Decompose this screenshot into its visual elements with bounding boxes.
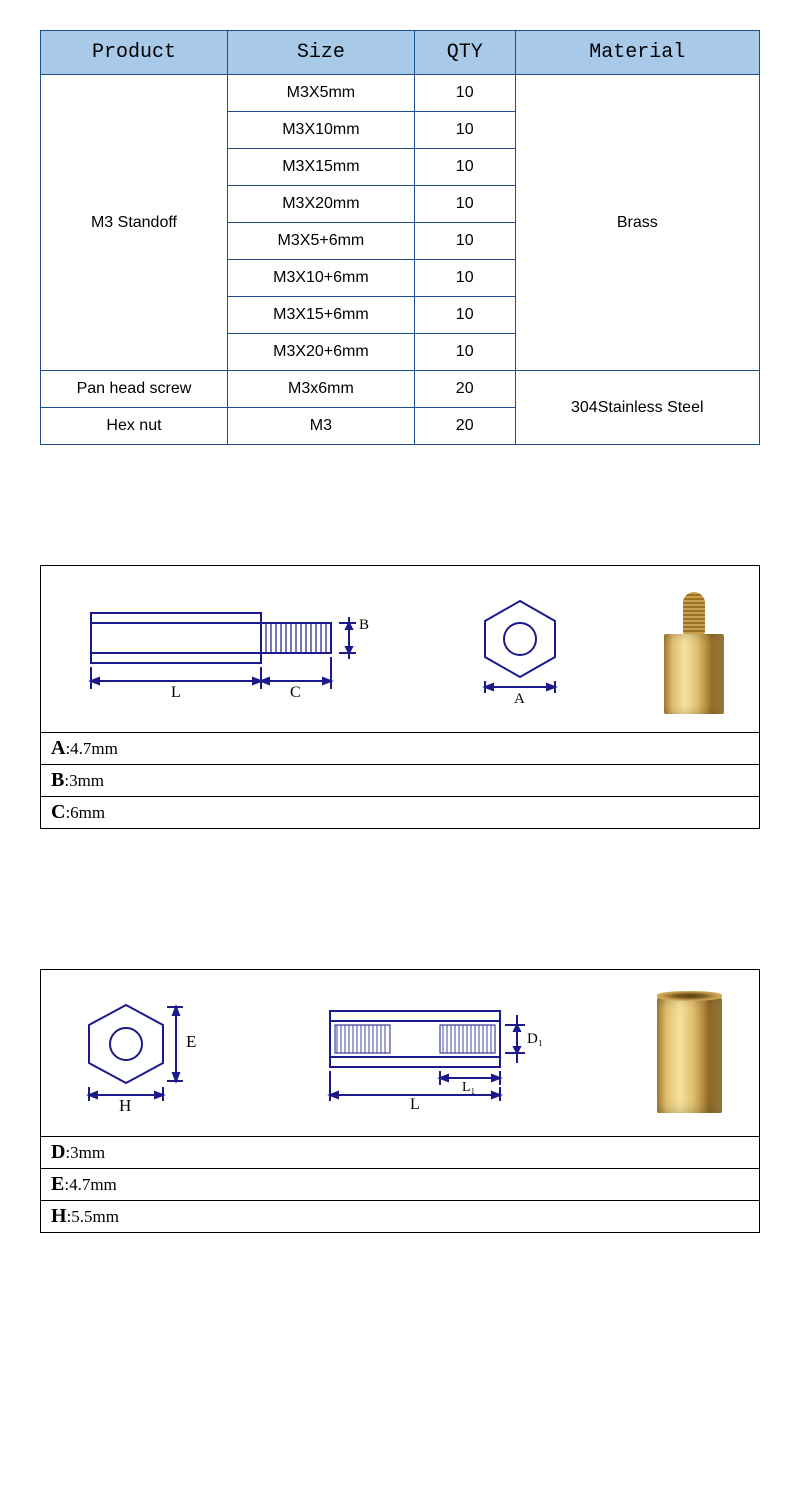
cell-qty: 10 [414,149,515,186]
brass-standoff-photo-icon [649,988,729,1118]
dimension-block-male-female: L C B A A:4.7mm B:3mm C:6m [40,565,760,829]
cell-size: M3X15+6mm [227,297,414,334]
cell-size: M3X10+6mm [227,260,414,297]
table-header-row: Product Size QTY Material [41,31,760,75]
product-spec-table: Product Size QTY Material M3 Standoff M3… [40,30,760,445]
svg-text:H: H [119,1096,131,1113]
dim-value: :3mm [64,771,104,790]
dim-label: B [51,769,64,791]
cell-qty: 10 [414,186,515,223]
svg-text:D₁: D₁ [527,1031,543,1047]
cell-product-screw: Pan head screw [41,371,228,408]
cell-size: M3 [227,408,414,445]
dim-value: :4.7mm [65,739,117,758]
cell-qty: 20 [414,371,515,408]
table-row: Pan head screw M3x6mm 20 304Stainless St… [41,371,760,408]
dim-value: :4.7mm [64,1175,116,1194]
cell-material-steel: 304Stainless Steel [515,371,759,445]
table-row: M3 Standoff M3X5mm 10 Brass [41,75,760,112]
cell-size: M3X5mm [227,75,414,112]
cell-size: M3X20+6mm [227,334,414,371]
cell-qty: 10 [414,223,515,260]
dim-label: C [51,801,65,823]
dim-label: D [51,1141,65,1163]
standoff-side-diagram-icon: D₁ L₁ L [315,993,545,1113]
cell-material-brass: Brass [515,75,759,371]
diagram-panel: L C B A [41,566,759,733]
dim-label: A [51,737,65,759]
dim-label: H [51,1205,67,1227]
header-material: Material [515,31,759,75]
dim-value: :3mm [65,1143,105,1162]
cell-size: M3x6mm [227,371,414,408]
dim-value: :5.5mm [67,1207,119,1226]
dimension-row-e: E:4.7mm [41,1169,759,1201]
cell-size: M3X15mm [227,149,414,186]
cell-qty: 20 [414,408,515,445]
dimension-block-female-female: E H [40,969,760,1233]
header-qty: QTY [414,31,515,75]
dimension-row-c: C:6mm [41,797,759,828]
dimension-row-d: D:3mm [41,1137,759,1169]
svg-text:L₁: L₁ [462,1080,475,1095]
cell-product-hexnut: Hex nut [41,408,228,445]
cell-size: M3X5+6mm [227,223,414,260]
cell-size: M3X20mm [227,186,414,223]
cell-qty: 10 [414,112,515,149]
svg-text:C: C [290,684,301,701]
cell-qty: 10 [414,297,515,334]
dimension-row-h: H:5.5mm [41,1201,759,1232]
diagram-panel: E H [41,970,759,1137]
hex-front-diagram-icon: E H [71,993,211,1113]
header-size: Size [227,31,414,75]
standoff-side-diagram-icon: L C B [71,589,381,709]
dimension-row-a: A:4.7mm [41,733,759,765]
cell-qty: 10 [414,260,515,297]
dim-value: :6mm [65,803,105,822]
dim-label: E [51,1173,64,1195]
svg-text:E: E [186,1032,196,1051]
hex-front-diagram-icon: A [460,589,580,709]
cell-product-standoff: M3 Standoff [41,75,228,371]
dimension-row-b: B:3mm [41,765,759,797]
cell-qty: 10 [414,75,515,112]
svg-text:B: B [359,617,369,633]
svg-text:A: A [514,691,525,707]
cell-qty: 10 [414,334,515,371]
svg-text:L: L [410,1096,420,1113]
header-product: Product [41,31,228,75]
brass-standoff-photo-icon [659,584,729,714]
cell-size: M3X10mm [227,112,414,149]
svg-text:L: L [171,684,181,701]
